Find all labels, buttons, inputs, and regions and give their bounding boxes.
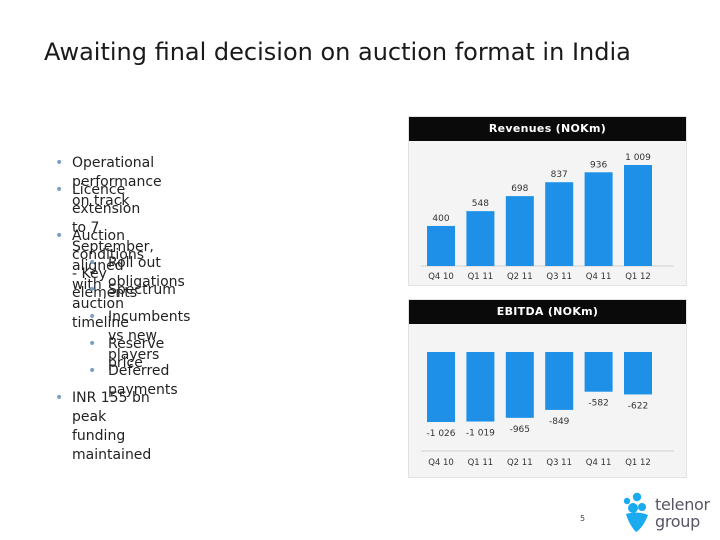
data-label: 698 [511, 184, 528, 194]
sub-bullet-item: • Deferred payments [88, 362, 178, 400]
data-label: -1 026 [426, 429, 455, 439]
data-label: 1 009 [625, 153, 651, 163]
bar [624, 352, 652, 395]
bar [505, 352, 534, 418]
bullet-text: Auction conditions - Key elements [72, 228, 145, 301]
category-label: Q4 10 [428, 272, 454, 282]
bullet-text: Incumbents vs new players [108, 309, 191, 363]
bullet-dot-icon: • [88, 309, 97, 325]
category-label: Q2 11 [507, 272, 533, 282]
bullet-item: • Operational performance on track [55, 154, 162, 211]
category-label: Q1 11 [468, 458, 494, 468]
category-label: Q1 12 [625, 458, 651, 468]
category-label: Q4 10 [428, 458, 454, 468]
bullet-dot-icon: • [55, 155, 64, 171]
category-label: Q2 11 [507, 458, 533, 468]
data-label: -1 019 [466, 429, 495, 439]
bullet-text: Roll out obligations [108, 255, 185, 290]
bullet-text: INR 155 bn peak funding maintained [72, 390, 152, 463]
bar [545, 182, 574, 266]
bar [584, 172, 613, 266]
category-label: Q4 11 [586, 458, 612, 468]
bar [584, 352, 613, 392]
data-label: 548 [472, 199, 489, 209]
bullet-item: • INR 155 bn peak funding maintained [55, 389, 152, 465]
revenue-chart-plot: 400 Q4 10 548 Q1 11 698 Q2 11 837 Q3 11 936 Q4 11… [421, 153, 674, 282]
logo-text-group: group [655, 512, 700, 531]
sub-bullet-item: • Roll out obligations [88, 254, 185, 292]
data-label: 837 [551, 170, 568, 180]
ebitda-chart-plot: -1 026 Q4 10 -1 019 Q1 11 -965 Q2 11 -849 Q3 11… [421, 352, 674, 468]
category-label: Q1 12 [625, 272, 651, 282]
category-label: Q3 11 [546, 272, 572, 282]
sub-bullet-item: • Reserve price [88, 335, 165, 373]
data-label: -622 [628, 401, 648, 411]
bar [466, 352, 495, 422]
data-label: 400 [432, 214, 449, 224]
bullet-text: Reserve price [108, 336, 165, 371]
bullet-text: Licence extension to 7 September, [72, 182, 154, 255]
bar [427, 225, 455, 266]
revenue-chart-title: Revenues (NOKm) [409, 117, 686, 141]
bar [545, 352, 574, 410]
bullet-dot-icon: • [55, 182, 64, 198]
data-label: -582 [588, 399, 608, 409]
bullet-dot-icon: • [55, 390, 64, 406]
data-label: 936 [590, 160, 607, 170]
bullet-item: • Licence extension to 7 September, alig… [55, 181, 154, 333]
bullet-text: Spectrum [108, 282, 176, 298]
bullet-text: Operational performance on track [72, 155, 162, 209]
page-number: 5 [580, 514, 586, 523]
category-label: Q3 11 [546, 458, 572, 468]
bullet-dot-icon: • [55, 228, 64, 244]
bullet-dot-icon: • [88, 336, 97, 352]
category-label: Q4 11 [586, 272, 612, 282]
bullet-dot-icon: • [88, 255, 97, 271]
bar [505, 196, 534, 266]
bullet-dot-icon: • [88, 363, 97, 379]
bullet-dot-icon: • [88, 282, 97, 298]
data-label: -965 [510, 425, 530, 435]
bullet-item: • Auction conditions - Key elements [55, 227, 145, 303]
data-label: -849 [549, 417, 570, 427]
category-label: Q1 11 [468, 272, 494, 282]
logo-text-telenor: telenor [655, 495, 710, 514]
bar [427, 352, 455, 422]
slide-title: Awaiting final decision on auction forma… [44, 38, 631, 66]
bar [466, 211, 495, 266]
ebitda-chart: EBITDA (NOKm) -1 026 Q4 10 -1 019 Q1 11 -965… [408, 299, 687, 478]
sub-bullet-item: • Incumbents vs new players [88, 308, 191, 365]
bullet-text-continued: aligned with auction timeline [72, 258, 129, 331]
sub-bullet-item: • Spectrum [88, 281, 176, 300]
revenue-chart: Revenues (NOKm) 400 Q4 10 548 Q1 11 698 Q2 11… [408, 116, 687, 286]
bar [624, 165, 652, 266]
telenor-logo-icon [623, 492, 648, 532]
bullet-text: Deferred payments [108, 363, 178, 398]
ebitda-chart-title: EBITDA (NOKm) [409, 300, 686, 324]
